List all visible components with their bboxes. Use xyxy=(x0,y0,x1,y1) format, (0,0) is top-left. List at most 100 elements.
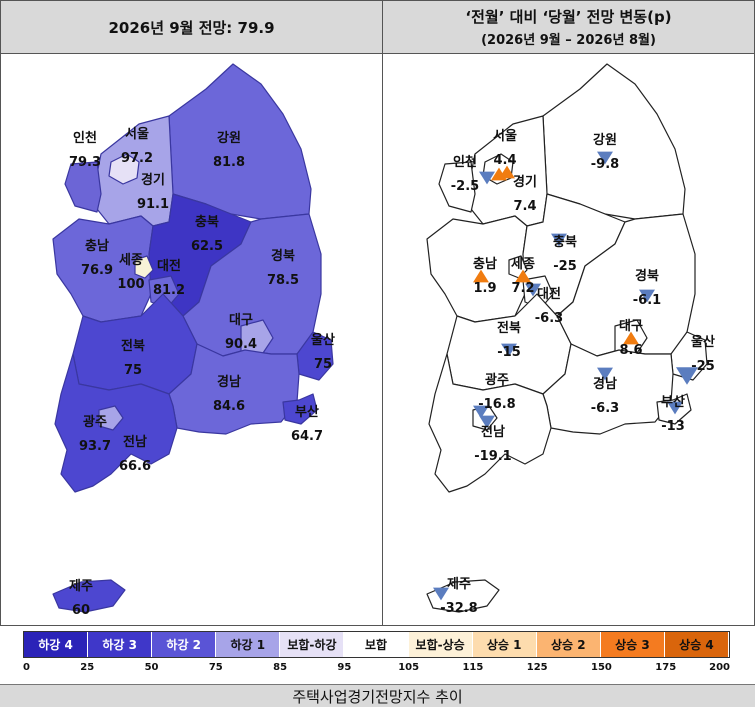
change-marker-jeju xyxy=(433,587,449,601)
left-region-value-sejong: 100 xyxy=(117,277,144,292)
footer-title: 주택사업경기전망지수 추이 xyxy=(292,687,463,706)
left-region-name-jeju: 제주 xyxy=(69,579,93,594)
right-region-name-busan: 부산 xyxy=(661,394,685,410)
legend-item-6: 보합-상승 xyxy=(408,632,473,657)
left-map-panel: 서울 97.2 인천 79.3 경기 91.1 강원 81.8 충북 62.5 충남 76.9 세종 10… xyxy=(0,53,383,626)
right-region-change-daejeon: -6.3 xyxy=(535,311,563,326)
right-region-name-gangwon: 강원 xyxy=(593,132,617,148)
legend-item-8: 상승 2 xyxy=(536,632,601,657)
legend-tick-8: 125 xyxy=(526,662,548,673)
right-map-panel: 서울 4.4 인천 -2.5 경기 7.4 강원 -9.8 충북 -25 충남 1.9 세종 7.2 대전 -… xyxy=(382,53,755,626)
left-region-name-incheon: 인천 xyxy=(73,130,97,146)
left-region-name-gwangju: 광주 xyxy=(83,415,107,430)
right-region-name-gwangju: 광주 xyxy=(485,373,509,388)
right-region-change-busan: -13 xyxy=(661,419,685,434)
right-region-name-daejeon: 대전 xyxy=(537,286,561,302)
right-panel-title: ‘전월’ 대비 ‘당월’ 전망 변동(p) xyxy=(465,8,672,26)
right-region-name-chungbuk: 충북 xyxy=(553,234,577,250)
right-panel-subtitle: (2026년 9월 – 2026년 8월) xyxy=(481,33,656,48)
left-region-value-gwangju: 93.7 xyxy=(79,439,111,454)
legend-item-4: 보합-하강 xyxy=(280,632,345,657)
change-marker-chungnam xyxy=(473,269,489,283)
region-shape-daegu xyxy=(240,319,274,357)
legend-tick-5: 95 xyxy=(337,662,352,673)
right-region-name-gyeongbuk: 경북 xyxy=(635,268,659,284)
left-region-name-busan: 부산 xyxy=(295,404,319,420)
left-region-value-ulsan: 75 xyxy=(314,357,332,372)
right-region-name-ulsan: 울산 xyxy=(691,334,715,350)
right-map: 서울 4.4 인천 -2.5 경기 7.4 강원 -9.8 충북 -25 충남 1.9 세종 7.2 대전 -… xyxy=(426,63,715,616)
change-marker-incheon xyxy=(479,171,495,185)
region-shape-gwangju xyxy=(98,405,124,431)
left-region-name-gyeonggi: 경기 xyxy=(141,172,165,188)
right-panel-header: ‘전월’ 대비 ‘당월’ 전망 변동(p) (2026년 9월 – 2026년 … xyxy=(382,0,755,54)
right-region-name-jeju: 제주 xyxy=(447,577,471,592)
left-region-value-gyeongbuk: 78.5 xyxy=(267,273,299,288)
right-region-name-daegu: 대구 xyxy=(619,319,643,334)
region-shape-jeju xyxy=(52,579,126,613)
left-region-name-chungnam: 충남 xyxy=(85,238,109,254)
region-shape-seoul xyxy=(108,153,140,185)
legend-tick-1: 25 xyxy=(80,662,95,673)
legend-tick-3: 75 xyxy=(208,662,223,673)
legend-item-7: 상승 1 xyxy=(472,632,537,657)
left-region-value-daegu: 90.4 xyxy=(225,337,257,352)
left-region-name-gyeongbuk: 경북 xyxy=(271,248,295,264)
left-region-value-incheon: 79.3 xyxy=(69,155,101,170)
change-marker-chungbuk xyxy=(551,233,567,247)
region-shape-incheon xyxy=(64,161,102,213)
left-panel-header: 2026년 9월 전망: 79.9 xyxy=(0,0,383,54)
right-region-change-gyeonggi: 7.4 xyxy=(513,199,536,214)
legend-tick-6: 105 xyxy=(398,662,420,673)
left-region-value-jeonnam: 66.6 xyxy=(119,459,151,474)
right-region-change-chungbuk: -25 xyxy=(553,259,577,274)
legend-tick-0: 0 xyxy=(23,662,30,673)
change-marker-gyeongbuk xyxy=(639,289,655,303)
change-marker-jeonbuk xyxy=(501,343,517,357)
legend-tick-9: 150 xyxy=(591,662,612,673)
legend-tick-11: 200 xyxy=(709,662,730,673)
legend-tick-7: 115 xyxy=(462,662,484,673)
left-region-value-gyeonggi: 91.1 xyxy=(137,197,169,212)
right-region-change-jeju: -32.8 xyxy=(440,601,477,616)
right-region-change-ulsan: -25 xyxy=(691,359,715,374)
left-region-value-daejeon: 81.2 xyxy=(153,283,185,298)
left-region-name-ulsan: 울산 xyxy=(311,332,335,348)
legend-scale: 0 25 50 75 85 95 105 115 125 150 175 200 xyxy=(23,662,730,676)
left-region-value-gangwon: 81.8 xyxy=(213,155,245,170)
right-region-name-jeonbuk: 전북 xyxy=(497,320,521,336)
left-region-name-seoul: 서울 xyxy=(125,126,149,142)
change-marker-ulsan xyxy=(676,367,698,385)
color-legend: 하강 4 하강 3 하강 2 하강 1 보합-하강 보합 보합-상승 상승 1 상승 2 상승 3… xyxy=(23,631,730,658)
right-region-name-chungnam: 충남 xyxy=(473,256,497,272)
legend-item-10: 상승 4 xyxy=(664,632,730,657)
legend-item-0: 하강 4 xyxy=(24,632,89,657)
right-region-change-seoul: 4.4 xyxy=(493,153,516,168)
left-region-name-gangwon: 강원 xyxy=(217,130,241,146)
change-marker-daegu xyxy=(623,331,639,345)
right-region-change-daegu: 8.6 xyxy=(619,343,642,358)
left-region-name-jeonnam: 전남 xyxy=(123,434,147,450)
left-region-value-chungnam: 76.9 xyxy=(81,263,113,278)
right-region-change-gangwon: -9.8 xyxy=(591,157,619,172)
right-region-name-gyeonggi: 경기 xyxy=(513,174,537,190)
legend-tick-2: 50 xyxy=(144,662,159,673)
left-region-name-jeonbuk: 전북 xyxy=(121,338,145,354)
left-region-value-busan: 64.7 xyxy=(291,429,323,444)
change-marker-gangwon xyxy=(597,151,613,165)
left-region-name-chungbuk: 충북 xyxy=(195,214,219,230)
left-map: 서울 97.2 인천 79.3 경기 91.1 강원 81.8 충북 62.5 충남 76.9 세종 10… xyxy=(52,63,335,618)
change-marker-sejong xyxy=(515,269,531,283)
legend-item-5: 보합 xyxy=(344,632,409,657)
left-region-value-gyeongnam: 84.6 xyxy=(213,399,245,414)
change-marker-gyeonggi xyxy=(491,167,507,181)
right-region-change-gwangju: -16.8 xyxy=(478,397,515,412)
legend-item-3: 하강 1 xyxy=(216,632,281,657)
legend-item-1: 하강 3 xyxy=(88,632,153,657)
right-region-change-gyeongnam: -6.3 xyxy=(591,401,619,416)
right-region-change-chungnam: 1.9 xyxy=(473,281,496,296)
change-marker-jeonnam xyxy=(479,415,495,429)
right-region-name-gyeongnam: 경남 xyxy=(593,376,617,392)
right-region-name-seoul: 서울 xyxy=(493,128,517,144)
